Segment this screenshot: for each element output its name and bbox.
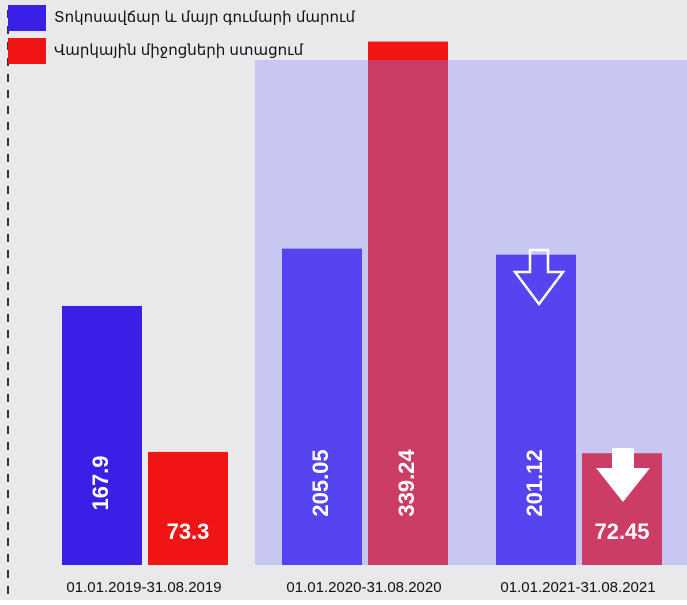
x-tick-label: 01.01.2021-31.08.2021 [500, 579, 655, 596]
bar [368, 41, 448, 566]
data-label: 339.24 [394, 449, 419, 517]
legend-swatch [8, 38, 46, 64]
data-label: 167.9 [88, 455, 113, 510]
data-label: 73.3 [167, 519, 210, 544]
data-label: 72.45 [594, 519, 649, 544]
bar [282, 248, 362, 565]
down-arrow-icon [596, 448, 650, 502]
bar [62, 305, 142, 565]
data-label: 205.05 [308, 449, 333, 516]
x-tick-label: 01.01.2019-31.08.2019 [66, 579, 221, 596]
bar [496, 254, 576, 566]
data-label: 201.12 [522, 449, 547, 516]
legend-swatch [8, 5, 46, 31]
down-arrow-icon [512, 248, 566, 307]
x-tick-label: 01.01.2020-31.08.2020 [286, 579, 441, 596]
bar [148, 451, 228, 565]
legend-label: Վարկային միջոցների ստացում [54, 42, 304, 59]
legend-label: Տոկոսավճար և մայր գումարի մարում [54, 9, 355, 26]
